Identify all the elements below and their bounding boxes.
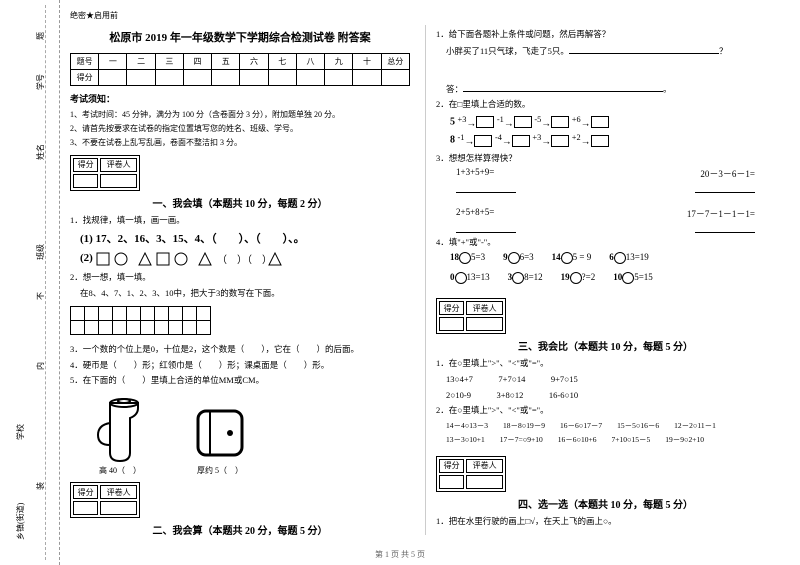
r4: 4．填"+"或"-"。 [436, 236, 775, 249]
binding-label-banji: 班级 [35, 244, 46, 260]
scorebox-1: 得分评卷人 [70, 155, 140, 191]
r2: 2．在□里填上合适的数。 [436, 98, 775, 111]
q4: 4．硬币是（ ）形；红领巾是（ ）形；课桌面是（ ）形。 [70, 359, 410, 372]
cell-grid [70, 306, 211, 335]
s3-q2-l2: 13－3○10+1 17－7=○9+10 16－6○10+6 7+10○15－5… [446, 434, 775, 445]
binding-label-zhuang: 装 [35, 482, 46, 490]
s3-q1-l2: 2○10-9 3+8○12 16-6○10 [446, 389, 775, 402]
binding-label-xiang: 乡镇(街道) [15, 503, 26, 540]
scorebox-2: 得分评卷人 [70, 482, 140, 518]
notice-title: 考试须知： [70, 92, 410, 105]
notice-2: 2、请首先按要求在试卷的指定位置填写您的姓名、班级、学号。 [70, 123, 410, 134]
r1-answer: 答：。 [446, 82, 775, 96]
binding-label-xingming: 姓名 [35, 144, 46, 160]
r4-row1: 185=3 96=3 145 = 9 613=19 [450, 252, 775, 264]
r3-underline1 [436, 183, 775, 193]
r4-row2: 013=13 38=12 19?=2 105=15 [450, 272, 775, 284]
wallet-icon: 厚约 5（ ） [190, 403, 250, 476]
q2-sub: 在8、4、7、1、2、3、10中，把大于3的数写在下面。 [80, 287, 410, 300]
r3-row1: 1+3+5+9=20－3－6－1= [436, 167, 775, 180]
section-4-title: 四、选一选（本题共 10 分，每题 5 分） [436, 496, 775, 511]
secret-label: 绝密★启用前 [70, 10, 410, 21]
pitcher-label: 高 40（ ） [90, 465, 150, 476]
s3-q1-l1: 13○4+7 7+7○14 9+7○15 [446, 373, 775, 386]
section-1-title: 一、我会填（本题共 10 分，每题 2 分） [70, 195, 410, 210]
scorebox-3: 得分评卷人 [436, 298, 506, 334]
s3-q2-l1: 14－4○13－3 18－8○19－9 16－6○17－7 15－5○16－6 … [446, 420, 775, 431]
arrow-row-1: 5 +3→ -1→ -5→ +6→ [450, 115, 775, 129]
r1-sub: 小胖买了11只气球，飞走了5只。？ [446, 44, 775, 58]
pitcher-wallet-row: 高 40（ ） 厚约 5（ ） [90, 393, 410, 476]
binding-label-xuehao: 学号 [35, 74, 46, 90]
section-3-title: 三、我会比（本题共 10 分，每题 5 分） [436, 338, 775, 353]
wallet-label: 厚约 5（ ） [190, 465, 250, 476]
scorebox-h2: 评卷人 [100, 158, 137, 172]
seq2-shapes: (2) （ ）（ ） [80, 250, 410, 268]
binding-label-nei: 内 [35, 362, 46, 370]
score-table: 题号一二三四五六七八九十总分 得分 [70, 53, 410, 86]
r1: 1．给下面各题补上条件或问题，然后再解答？ [436, 28, 775, 41]
pitcher-icon: 高 40（ ） [90, 393, 150, 476]
q3: 3．一个数的个位上是0，十位是2，这个数是（ ），它在（ ）的后面。 [70, 343, 410, 356]
scorebox-h1: 得分 [73, 158, 98, 172]
q5: 5．在下面的（ ）里填上合适的单位MM或CM。 [70, 374, 410, 387]
q1: 1．找规律，填一填，画一画。 [70, 214, 410, 227]
s3-q2: 2．在○里填上">"、"<"或"="。 [436, 404, 775, 417]
svg-text:（ ）（ ）: （ ）（ ） [217, 254, 272, 266]
score-row-label: 得分 [71, 70, 99, 86]
scorebox-4: 得分评卷人 [436, 456, 506, 492]
binding-label-xuexiao: 学校 [15, 424, 26, 440]
left-column: 绝密★启用前 松原市 2019 年一年级数学下学期综合检测试卷 附答案 题号一二… [70, 10, 410, 541]
r3: 3．想想怎样算得快？ [436, 152, 775, 165]
r3-row2: 2+5+8+5=17－7－1－1－1= [436, 207, 775, 220]
page-footer: 第 1 页 共 5 页 [0, 549, 800, 560]
s3-q1: 1．在○里填上">"、"<"或"="。 [436, 357, 775, 370]
right-column: 1．给下面各题补上条件或问题，然后再解答？ 小胖买了11只气球，飞走了5只。？ … [425, 25, 775, 535]
seq1: (1) 17、2、16、3、15、4、（ ）、（ ）、。 [80, 230, 410, 246]
notice-3: 3、不要在试卷上乱写乱画，卷面不整洁扣 3 分。 [70, 137, 410, 148]
binding-label-bu: 不 [35, 292, 46, 300]
notice-1: 1、考试时间：45 分钟，满分为 100 分（含卷面分 3 分），附加题单独 2… [70, 109, 410, 120]
section-2-title: 二、我会算（本题共 20 分，每题 5 分） [70, 522, 410, 537]
r3-underline2 [436, 223, 775, 233]
binding-label-ti: 题 [35, 32, 46, 40]
s4-q1: 1．把在水里行驶的画上□√，在天上飞的画上○。 [436, 515, 775, 528]
q2: 2．想一想，填一填。 [70, 271, 410, 284]
arrow-row-2: 8 -1→ -4→ +3→ +2→ [450, 133, 775, 147]
paper-title: 松原市 2019 年一年级数学下学期综合检测试卷 附答案 [70, 29, 410, 45]
binding-area: 乡镇(街道) 学校 装 内 不 班级 姓名 学号 题 [0, 0, 60, 565]
